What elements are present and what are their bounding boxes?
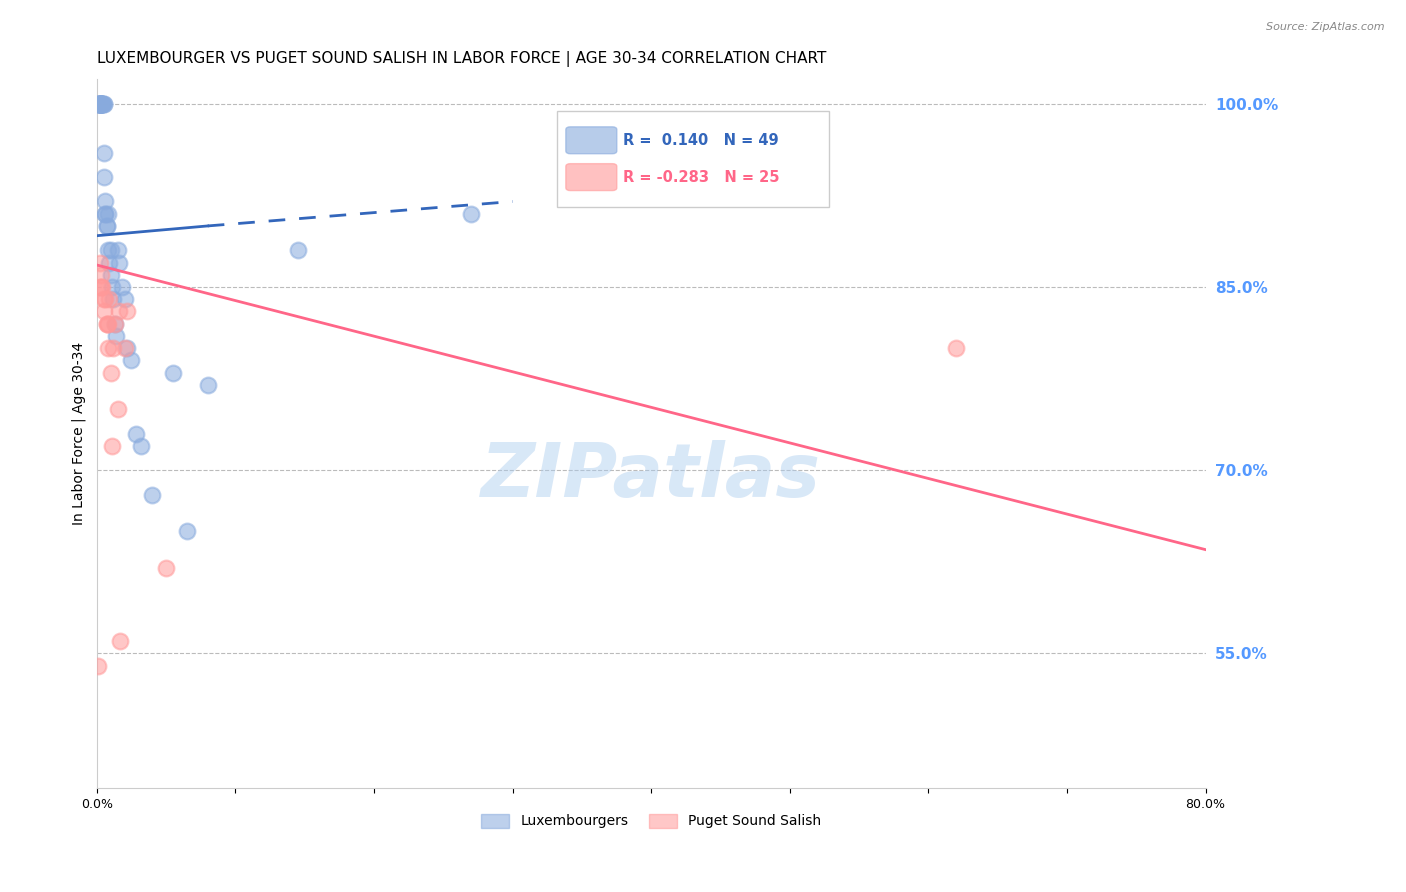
- Point: [101, 280, 124, 294]
- Point: [94, 292, 117, 306]
- Point: [107, 244, 129, 258]
- Point: [89, 96, 111, 111]
- Point: [90, 268, 112, 282]
- Point: [129, 439, 152, 453]
- Point: [96, 317, 118, 331]
- Point: [108, 304, 131, 318]
- Point: [197, 377, 219, 392]
- Point: [94, 207, 117, 221]
- Point: [90, 96, 112, 111]
- Point: [100, 244, 122, 258]
- Point: [89, 280, 111, 294]
- FancyBboxPatch shape: [565, 127, 617, 153]
- Point: [89, 96, 111, 111]
- Point: [89, 255, 111, 269]
- Point: [90, 96, 112, 111]
- Point: [89, 96, 111, 111]
- FancyBboxPatch shape: [565, 163, 617, 191]
- Point: [176, 524, 198, 539]
- Point: [91, 96, 114, 111]
- Point: [94, 207, 117, 221]
- Point: [98, 255, 121, 269]
- Point: [93, 96, 115, 111]
- Point: [87, 658, 110, 673]
- Point: [124, 426, 146, 441]
- Point: [94, 194, 117, 209]
- Text: R =  0.140   N = 49: R = 0.140 N = 49: [623, 133, 779, 148]
- Point: [87, 96, 110, 111]
- Point: [110, 634, 132, 648]
- Point: [87, 96, 110, 111]
- Point: [93, 292, 115, 306]
- Point: [93, 304, 115, 318]
- Point: [141, 488, 163, 502]
- Point: [87, 96, 110, 111]
- Point: [103, 292, 125, 306]
- Point: [96, 219, 118, 233]
- Point: [97, 244, 120, 258]
- Point: [93, 96, 115, 111]
- Point: [100, 366, 122, 380]
- Point: [111, 280, 134, 294]
- Point: [91, 96, 114, 111]
- Point: [97, 317, 120, 331]
- Point: [93, 145, 115, 160]
- Point: [91, 96, 114, 111]
- Text: ZIPatlas: ZIPatlas: [481, 440, 821, 513]
- Point: [107, 402, 129, 417]
- Point: [945, 341, 967, 355]
- Point: [460, 207, 482, 221]
- Point: [121, 353, 143, 368]
- Point: [98, 292, 121, 306]
- Point: [89, 96, 111, 111]
- Text: LUXEMBOURGER VS PUGET SOUND SALISH IN LABOR FORCE | AGE 30-34 CORRELATION CHART: LUXEMBOURGER VS PUGET SOUND SALISH IN LA…: [97, 51, 827, 67]
- Point: [105, 329, 128, 343]
- Point: [90, 280, 112, 294]
- Point: [90, 96, 112, 111]
- Legend: Luxembourgers, Puget Sound Salish: Luxembourgers, Puget Sound Salish: [475, 808, 827, 834]
- Point: [114, 341, 136, 355]
- Text: R = -0.283   N = 25: R = -0.283 N = 25: [623, 169, 780, 185]
- Point: [91, 280, 114, 294]
- Point: [155, 561, 177, 575]
- Point: [287, 244, 309, 258]
- Point: [96, 317, 118, 331]
- Text: Source: ZipAtlas.com: Source: ZipAtlas.com: [1267, 22, 1385, 32]
- Point: [96, 219, 118, 233]
- Point: [89, 96, 111, 111]
- Point: [117, 341, 139, 355]
- Point: [103, 341, 125, 355]
- Point: [114, 292, 136, 306]
- Point: [101, 439, 124, 453]
- Point: [97, 207, 120, 221]
- Point: [104, 317, 127, 331]
- Point: [90, 96, 112, 111]
- Point: [90, 96, 112, 111]
- Point: [97, 341, 120, 355]
- Point: [108, 255, 131, 269]
- Point: [162, 366, 184, 380]
- Point: [100, 268, 122, 282]
- Y-axis label: In Labor Force | Age 30-34: In Labor Force | Age 30-34: [72, 342, 86, 525]
- Point: [117, 304, 139, 318]
- Point: [91, 96, 114, 111]
- Point: [93, 170, 115, 185]
- FancyBboxPatch shape: [557, 112, 828, 207]
- Point: [104, 317, 127, 331]
